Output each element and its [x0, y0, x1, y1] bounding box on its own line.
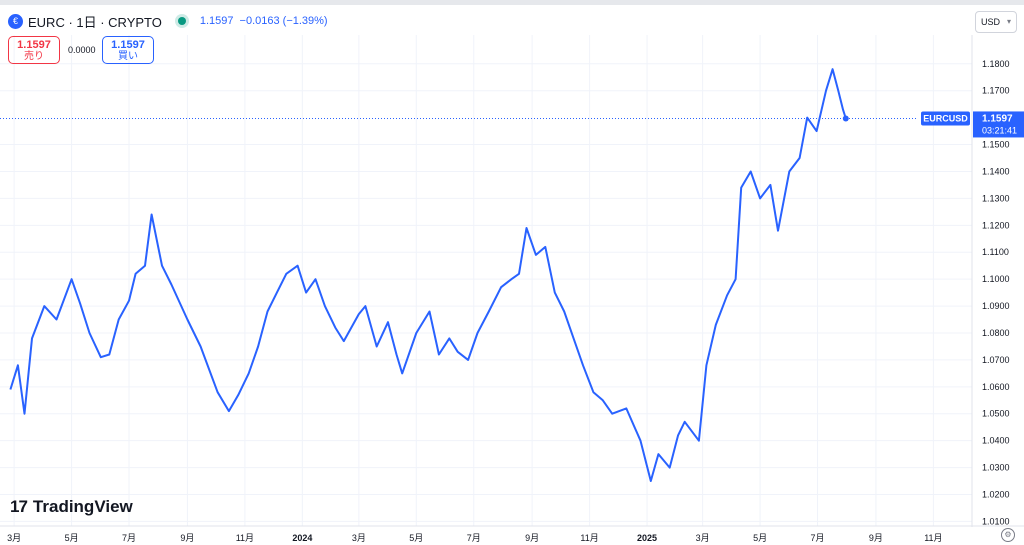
x-tick-label: 7月 — [811, 533, 825, 543]
y-tick-label: 1.0200 — [982, 490, 1010, 500]
price-tag-bg — [973, 111, 1024, 138]
y-tick-label: 1.0900 — [982, 301, 1010, 311]
y-tick-label: 1.1700 — [982, 86, 1010, 96]
x-tick-label: 5月 — [409, 533, 423, 543]
header-change: −0.0163 (−1.39%) — [239, 15, 328, 27]
y-tick-label: 1.0400 — [982, 436, 1010, 446]
y-tick-label: 1.1800 — [982, 59, 1010, 69]
x-tick-label: 9月 — [180, 533, 194, 543]
chevron-down-icon: ▾ — [1006, 17, 1011, 26]
x-tick-label: 11月 — [580, 533, 598, 543]
x-tick-label: 11月 — [236, 533, 254, 543]
y-tick-label: 1.1400 — [982, 166, 1010, 176]
x-tick-label: 7月 — [467, 533, 481, 543]
y-tick-label: 1.0100 — [982, 516, 1010, 526]
tradingview-logo[interactable]: 17 TradingView — [10, 497, 133, 517]
buy-price: 1.1597 — [111, 39, 145, 51]
y-tick-label: 1.0700 — [982, 355, 1010, 365]
x-tick-label: 5月 — [753, 533, 767, 543]
x-tick-label: 3月 — [7, 533, 21, 543]
eurcusd-series-line — [9, 68, 847, 482]
time-axis: 3月 5月 7月 9月 11月 2024 3月 5月 7月 9月 11月 2025 3月 5月 7月 9月 11… — [7, 533, 942, 543]
eurc-coin-icon[interactable]: € — [8, 13, 23, 29]
chart-grid — [0, 35, 972, 526]
x-tick-label: 9月 — [525, 533, 539, 543]
top-border — [0, 0, 1024, 5]
header-last-price: 1.1597 — [199, 15, 234, 27]
y-tick-label: 1.1000 — [982, 274, 1010, 284]
spread-value: 0.0000 — [68, 45, 96, 55]
x-tick-label: 2024 — [292, 533, 312, 543]
buy-button[interactable]: 1.1597 買い — [102, 36, 154, 64]
x-tick-label: 2025 — [637, 533, 657, 543]
price-tag-price: 1.1597 — [982, 113, 1013, 124]
x-tick-label: 9月 — [869, 533, 883, 543]
buy-label: 買い — [118, 51, 138, 62]
y-tick-label: 1.1300 — [982, 193, 1010, 203]
market-open-dot-icon — [177, 17, 186, 25]
y-tick-label: 1.0300 — [982, 463, 1010, 473]
x-tick-label: 7月 — [122, 533, 136, 543]
price-axis: 1.1800 1.1700 1.1500 1.1400 1.1300 1.1200 1.11… — [982, 59, 1010, 527]
x-tick-label: 3月 — [352, 533, 366, 543]
tradingview-mark-icon: 17 — [10, 497, 28, 516]
sell-button[interactable]: 1.1597 売り — [8, 36, 60, 64]
symbol-title[interactable]: EURC · 1日 · CRYPTO — [28, 14, 162, 30]
gear-icon[interactable]: ⚙ — [1001, 528, 1015, 542]
x-tick-label: 5月 — [65, 533, 79, 543]
sell-label: 売り — [24, 51, 44, 62]
y-tick-label: 1.0500 — [982, 409, 1010, 419]
price-tag: EURCUSD 1.1597 03:21:41 — [921, 111, 1024, 138]
x-tick-label: 11月 — [924, 533, 942, 543]
last-price-marker — [842, 115, 849, 122]
x-tick-label: 3月 — [696, 533, 710, 543]
y-tick-label: 1.1200 — [982, 220, 1010, 230]
price-tag-symbol-bg — [921, 111, 970, 126]
brand-name: TradingView — [32, 497, 133, 516]
y-tick-label: 1.1100 — [982, 247, 1009, 257]
y-tick-label: 1.0800 — [982, 328, 1010, 338]
sell-price: 1.1597 — [17, 39, 51, 51]
chart-header: € EURC · 1日 · CRYPTO 1.1597 −0.0163 (−1.… — [8, 11, 334, 31]
y-tick-label: 1.1500 — [982, 140, 1010, 150]
price-tag-countdown: 03:21:41 — [982, 125, 1017, 135]
currency-selector[interactable]: USD ▾ — [975, 11, 1017, 33]
y-tick-label: 1.0600 — [982, 382, 1010, 392]
currency-label: USD — [981, 17, 1001, 27]
price-tag-symbol: EURCUSD — [923, 113, 968, 123]
